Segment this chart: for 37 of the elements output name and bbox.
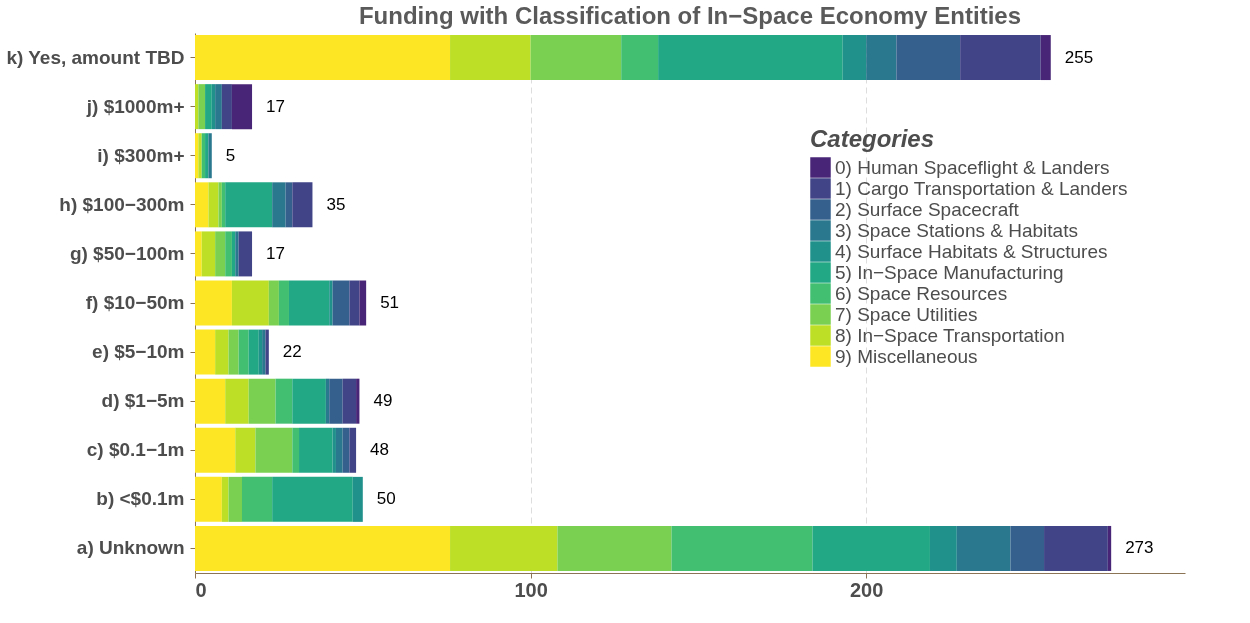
- total-label: 50: [376, 489, 396, 509]
- legend-label: 6) Space Resources: [835, 282, 1008, 304]
- total-label: 5: [225, 145, 236, 165]
- y-tick-label: d) $1−5m: [101, 390, 185, 412]
- y-tick-label: f) $10−50m: [85, 292, 185, 313]
- legend-label: 9) Miscellaneous: [835, 345, 978, 367]
- y-tick-label: a) Unknown: [76, 537, 185, 559]
- total-label: 35: [326, 194, 346, 214]
- total-label: 49: [373, 391, 393, 411]
- legend-label: 4) Surface Habitats & Structures: [835, 240, 1108, 262]
- legend-label: 2) Surface Spacecraft: [835, 198, 1020, 220]
- legend-label: 5) In−Space Manufacturing: [835, 261, 1064, 283]
- legend-label: 0) Human Spaceflight & Landers: [835, 156, 1110, 178]
- legend-label: 1) Cargo Transportation & Landers: [835, 177, 1128, 199]
- x-tick-label: 200: [850, 578, 884, 601]
- chart-title: Funding with Classification of In−Space Economy Entities: [358, 2, 1022, 29]
- y-tick-label: c) $0.1−1m: [86, 439, 185, 461]
- legend-label: 8) In−Space Transportation: [835, 324, 1065, 346]
- y-tick-label: j) $1000m+: [85, 95, 185, 117]
- x-tick-label: 0: [195, 578, 207, 601]
- total-label: 51: [380, 293, 400, 312]
- y-tick-label: b) <$0.1m: [96, 488, 185, 510]
- total-label: 273: [1125, 538, 1154, 558]
- legend-label: 7) Space Utilities: [835, 303, 978, 325]
- total-label: 17: [266, 243, 285, 263]
- total-label: 48: [370, 440, 390, 460]
- legend-label: 3) Space Stations & Habitats: [835, 219, 1078, 241]
- y-tick-label: e) $5−10m: [92, 341, 185, 363]
- y-tick-label: i) $300m+: [97, 144, 185, 166]
- legend-title: Categories: [810, 125, 935, 152]
- total-label: 255: [1064, 47, 1094, 67]
- y-tick-label: k) Yes, amount TBD: [6, 46, 185, 68]
- total-label: 17: [266, 96, 285, 116]
- y-tick-label: g) $50−100m: [69, 242, 185, 264]
- y-tick-label: h) $100−300m: [59, 193, 185, 215]
- total-label: 22: [282, 342, 302, 362]
- x-tick-label: 100: [514, 578, 548, 601]
